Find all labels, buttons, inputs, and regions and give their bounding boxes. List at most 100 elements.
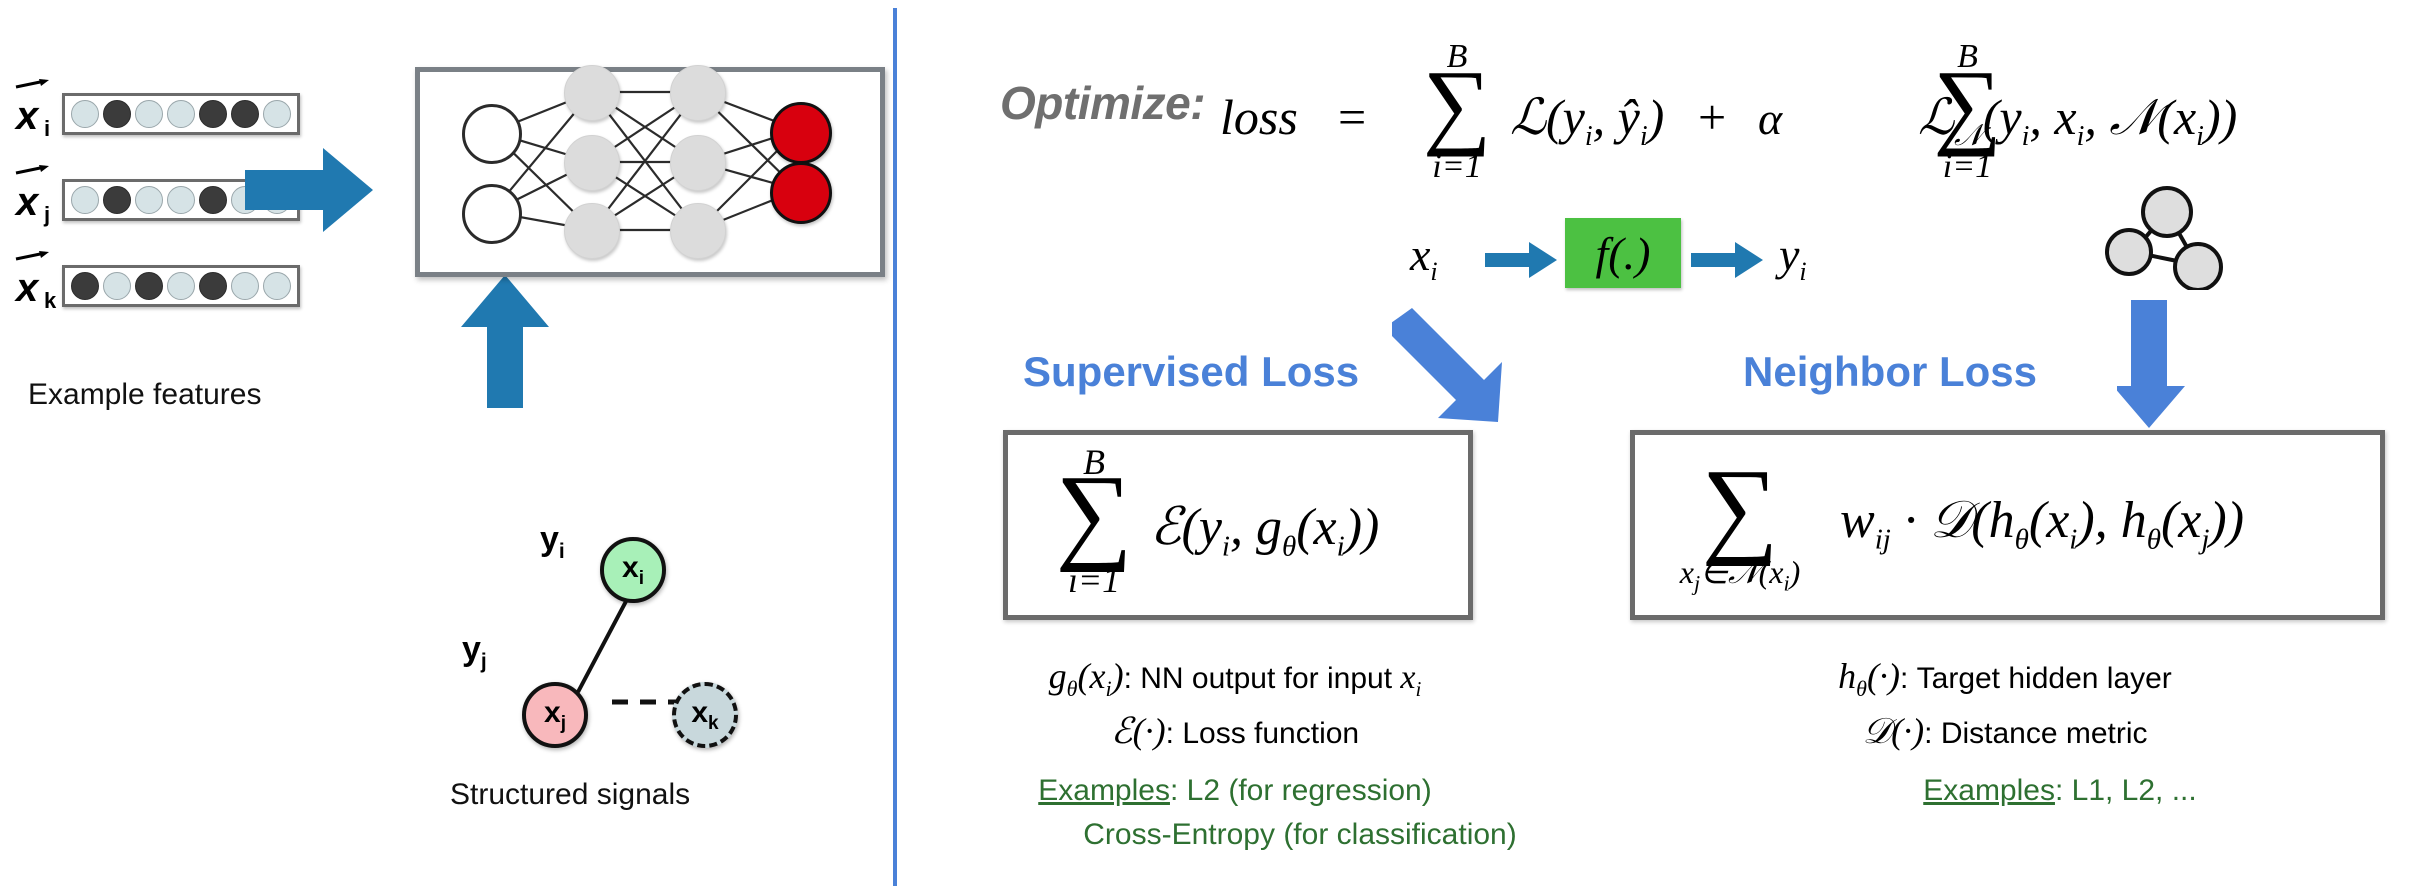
supervised-loss-arrow [1392, 308, 1502, 422]
feature-cell [135, 272, 163, 300]
feature-cell [71, 186, 99, 214]
sup-sum-upper-limit: B [1083, 442, 1105, 482]
supervised-term: ℒ(yi, ŷi) [1510, 89, 1665, 152]
supervised-examples-line2: Cross-Entropy (for classification) [1083, 817, 1517, 851]
output-node [770, 102, 832, 164]
feature-vector-box-k [62, 265, 300, 307]
supervised-legend-line1: gθ(xi): NN output for input xi [935, 650, 1535, 705]
nb-sum-sigma: ∑ [1701, 448, 1779, 567]
supervised-legend: gθ(xi): NN output for input xi ℰ(·): Los… [935, 650, 1535, 856]
sup-sum-sigma: ∑ [1055, 454, 1133, 573]
supervised-examples-text1: : L2 (for regression) [1169, 774, 1432, 808]
alpha-symbol: α [1758, 93, 1783, 144]
neighbor-legend-line2: 𝒟(·): Distance metric [1655, 705, 2355, 757]
sum1-sigma: ∑ [1422, 50, 1492, 157]
f-function-box: f(.) [1565, 218, 1681, 288]
graph-node-xk: xk [672, 682, 738, 748]
main-loss-formula: loss = B ∑ i=1 ℒ(yi, ŷi) + α B ∑ i=1 ℒ𝒩(… [1220, 36, 2400, 185]
left-panel: x i x j [0, 0, 895, 890]
graph-node-xi-label: xi [622, 550, 644, 589]
neighbor-examples-line1: Examples: L1, L2, ... [1655, 769, 2355, 813]
plus-sign: + [1698, 89, 1727, 145]
feature-cell [167, 186, 195, 214]
pipeline-output-label: yi [1779, 229, 1807, 287]
loss-lhs: loss [1220, 89, 1298, 145]
feature-cell [103, 100, 131, 128]
features-to-network-arrow [245, 148, 373, 232]
right-panel: Optimize: loss = B ∑ i=1 ℒ(yi, ŷi) + α B… [895, 0, 2412, 890]
supervised-formula-body: ℰ(yi, gθ(xi)) [1150, 499, 1380, 563]
neighbor-loss-arrow [2117, 300, 2185, 428]
feature-cell [71, 272, 99, 300]
graph-node-yj-label: yj [462, 630, 487, 673]
graph-node-xj: xj [522, 682, 588, 748]
supervised-legend-line1-text: : NN output for input [1123, 662, 1401, 695]
supervised-loss-formula-box: B ∑ i=1 ℰ(yi, gθ(xi)) [1003, 430, 1473, 620]
vector-arrow-icon [15, 165, 49, 175]
feature-cell [71, 100, 99, 128]
equals-sign: = [1338, 89, 1367, 145]
supervised-legend-line2: ℰ(·): Loss function [935, 705, 1535, 757]
pipeline-arrow-in [1485, 242, 1557, 278]
sum1-upper-limit: B [1446, 38, 1468, 75]
neighbor-formula-body: wij · 𝒟(hθ(xi), hθ(xj)) [1840, 492, 2245, 556]
supervised-legend-line2-text: : Loss function [1165, 717, 1360, 751]
pipeline-arrow-out [1691, 242, 1763, 278]
sum2-upper-limit: B [1957, 38, 1978, 75]
feature-vector-sub-i: i [44, 116, 51, 141]
feature-row-i: x i [10, 79, 300, 142]
neighbor-legend-line1: hθ(·): Target hidden layer [1655, 650, 2355, 705]
feature-cell [167, 272, 195, 300]
sum2-sigma: ∑ [1933, 50, 2002, 157]
signals-to-network-arrow [461, 275, 549, 408]
feature-cell [103, 186, 131, 214]
feature-cell [167, 100, 195, 128]
input-node [462, 104, 522, 164]
epsilon-symbol: ℰ(·) [1110, 711, 1166, 752]
neighbor-graph-icon [2105, 186, 2223, 290]
graph-node-xi: xi [600, 537, 666, 603]
graph-node-xk-label: xk [691, 695, 719, 734]
vector-arrow-icon [15, 79, 49, 89]
feature-vector-box-i [62, 93, 300, 135]
feature-cell [263, 272, 291, 300]
supervised-loss-heading: Supervised Loss [1023, 348, 1360, 395]
feature-cell [263, 100, 291, 128]
feature-cell [231, 100, 259, 128]
hidden-node [564, 135, 620, 191]
vector-arrow-icon [15, 251, 49, 261]
sum1-lower-limit: i=1 [1432, 148, 1482, 185]
supervised-examples-line1: Examples: L2 (for regression) [935, 769, 1535, 813]
feature-cell [135, 186, 163, 214]
neighbor-legend-line2-text: : Distance metric [1924, 717, 2148, 751]
hidden-node [564, 65, 620, 121]
neighbor-legend: hθ(·): Target hidden layer 𝒟(·): Distanc… [1655, 650, 2355, 813]
supervised-examples-label: Examples [1038, 774, 1170, 808]
feature-vector-label-k: x k [10, 251, 62, 314]
feature-row-k: x k [10, 251, 300, 314]
x-i-symbol: xi [1400, 659, 1422, 701]
feature-vector-x-j: x [16, 180, 39, 224]
h-theta-symbol: hθ(·) [1838, 656, 1900, 702]
neighbor-loss-formula-box: ∑ xj∈𝒩(xi) wij · 𝒟(hθ(xi), hθ(xj)) [1630, 430, 2385, 620]
sum2-lower-limit: i=1 [1942, 148, 1993, 185]
feature-vector-label-j: x j [10, 165, 62, 228]
output-node [770, 162, 832, 224]
feature-vector-sub-k: k [44, 288, 57, 313]
graph-node-yi-label: yi [540, 520, 565, 563]
hidden-node [670, 65, 726, 121]
feature-cell [231, 272, 259, 300]
sup-sum-lower-limit: i=1 [1067, 560, 1121, 600]
distance-symbol: 𝒟(·) [1862, 711, 1925, 752]
example-features-caption: Example features [28, 378, 262, 411]
nb-sum-lower-limit: xj∈𝒩(xi) [1679, 554, 1801, 596]
neural-network-box [415, 65, 885, 277]
feature-cell [135, 100, 163, 128]
feature-cell [199, 100, 227, 128]
neighbor-examples-text1: : L1, L2, ... [2054, 774, 2197, 808]
feature-cell [199, 186, 227, 214]
panel-divider [893, 8, 897, 886]
structured-signals-caption: Structured signals [450, 778, 691, 811]
hidden-node [670, 135, 726, 191]
neighbor-examples-label: Examples [1923, 774, 2055, 808]
